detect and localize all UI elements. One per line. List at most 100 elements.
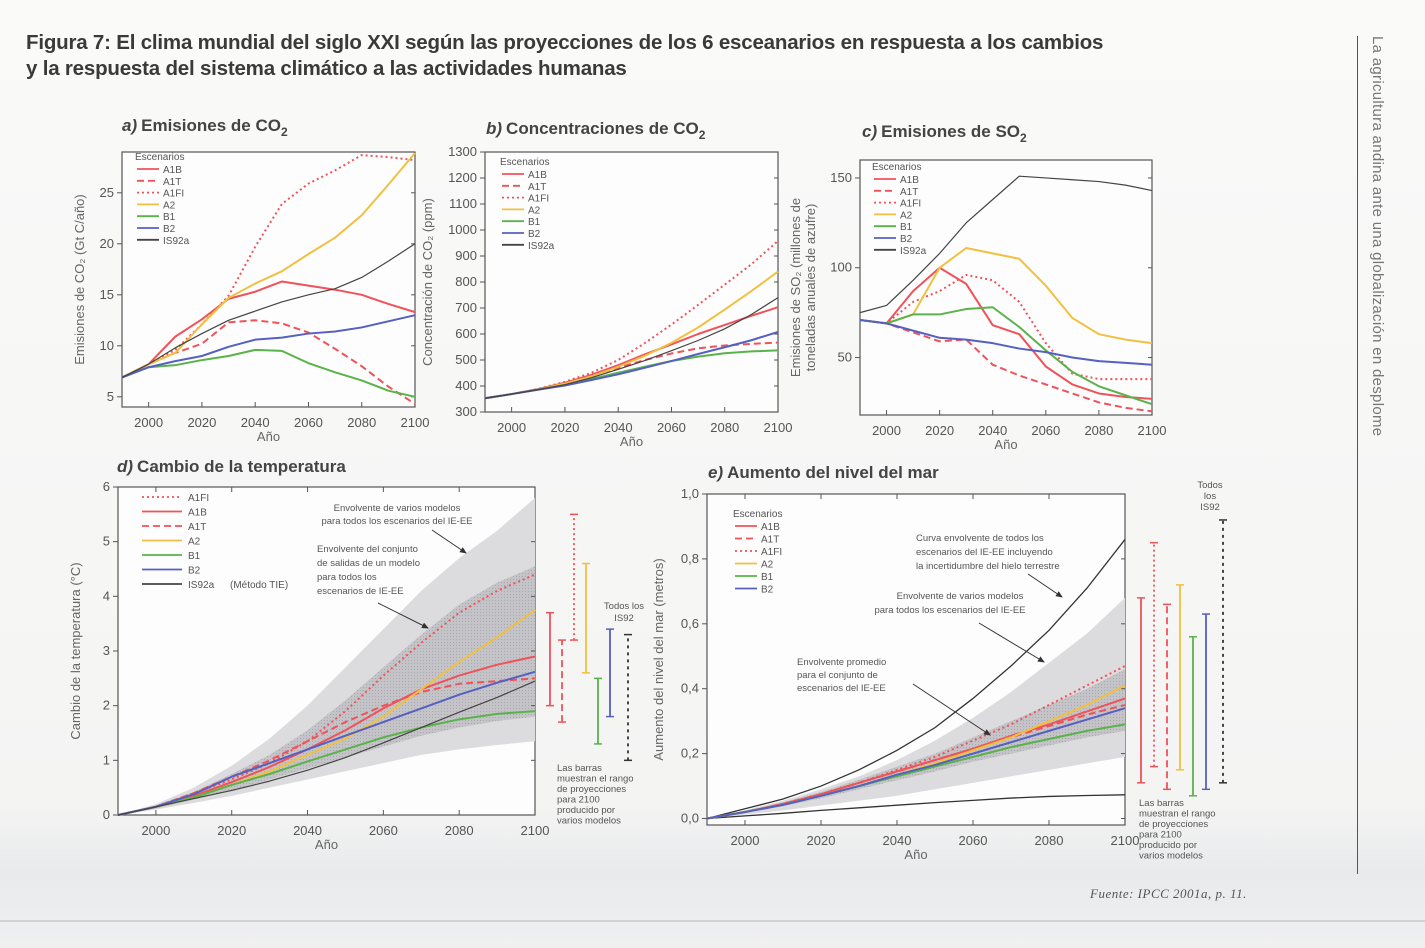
range-bar-A1FI — [570, 513, 578, 641]
x-tick-label: 2100 — [521, 823, 550, 838]
range-bar-IS92 — [1219, 519, 1227, 784]
chart-title-prefix: c) — [862, 122, 877, 141]
chart-d-annotations: Envolvente de varios modelos para todos l… — [317, 503, 644, 827]
range-bar-B2 — [606, 628, 614, 718]
x-axis-label: Año — [315, 837, 338, 852]
y-tick-label: 1 — [103, 752, 110, 767]
series-B2 — [121, 314, 416, 379]
annotation-multi-model-2: para todos los escenarios del IE-EE — [874, 605, 1025, 616]
legend-label-B2: B2 — [188, 566, 201, 577]
range-bar-A1T — [558, 639, 566, 723]
y-tick-label: 25 — [100, 185, 114, 200]
series-IS92a — [121, 243, 416, 378]
x-tick-label: 2060 — [294, 415, 323, 430]
y-tick-label: 100 — [830, 260, 852, 275]
y-tick-label: 2 — [103, 698, 110, 713]
y-tick-label: 800 — [455, 274, 477, 289]
series-IS92a — [117, 680, 536, 816]
x-tick-label: 2000 — [134, 415, 163, 430]
series-B1 — [859, 306, 1153, 406]
x-tick-label: 2080 — [445, 823, 474, 838]
y-tick-label: 0 — [103, 807, 110, 822]
chart-title-text: Emisiones de CO — [141, 116, 281, 135]
upper-envelope-curve — [706, 539, 1126, 820]
chart-title-prefix: d) — [117, 457, 133, 476]
series-line-IS92a — [484, 297, 779, 399]
series-B2 — [117, 670, 536, 816]
annotation-single-model-2: de salidas de un modelo — [317, 558, 420, 569]
range-bar-IS92 — [624, 633, 632, 762]
y-tick-label: 15 — [100, 287, 114, 302]
chart-title: a) Emisiones de CO2 — [122, 116, 288, 139]
series-B2 — [706, 707, 1126, 820]
legend-title: Escenarios — [500, 157, 549, 168]
series-B2 — [859, 319, 1153, 366]
legend-note: (Método TIE) — [230, 580, 288, 591]
x-tick-label: 2060 — [369, 823, 398, 838]
annotation-all-is92-1: Todos los — [604, 601, 644, 612]
annotation-multi-model-1: Envolvente de varios modelos — [334, 503, 461, 514]
y-tick-label: 1,0 — [681, 486, 699, 501]
legend-label-A1T: A1T — [188, 522, 206, 533]
legend-label-A1B: A1B — [188, 508, 207, 519]
chart-e: e) Aumento del nivel del mar 2000 2020 2040 2… — [651, 463, 1227, 862]
series-line-A1FI — [484, 240, 779, 400]
x-tick-label: 2060 — [959, 833, 988, 848]
chart-title-prefix: a) — [122, 116, 137, 135]
plot-area — [859, 159, 1153, 416]
x-tick-label: 2000 — [497, 420, 526, 435]
y-axis-label: Cambio de la temperatura (°C) — [68, 562, 83, 739]
series-A1B — [117, 655, 536, 816]
legend-label-A1FI: A1FI — [761, 547, 782, 558]
lower-envelope-curve — [706, 794, 1126, 820]
y-tick-label: 0,4 — [681, 681, 699, 696]
legend-label-A1FI: A1FI — [900, 199, 921, 210]
chart-title-prefix: e) — [708, 463, 723, 482]
y-tick-label: 3 — [103, 643, 110, 658]
chart-title: d) Cambio de la temperatura — [117, 457, 346, 476]
annotation-bars-note-6: varios modelos — [557, 816, 621, 827]
range-bar-B1 — [594, 677, 602, 745]
series-B1 — [117, 710, 536, 816]
legend-title: Escenarios — [872, 162, 921, 173]
legend-label-IS92a: IS92a — [900, 246, 927, 257]
range-bar-A1B — [1137, 597, 1145, 784]
x-axis-label: Año — [994, 437, 1017, 452]
chart-e-annotations: Curva envolvente de todos los escenarios … — [797, 480, 1223, 862]
chart-title-subscript: 2 — [1020, 131, 1027, 145]
annotation-bars-note-5: producido por — [557, 805, 615, 816]
x-tick-label: 2080 — [710, 420, 739, 435]
annotation-single-model-4: escenarios de IE-EE — [317, 586, 404, 597]
page-edge — [0, 920, 1425, 922]
legend-label-A1B: A1B — [163, 165, 182, 176]
envelope-multi-model — [118, 497, 535, 815]
legend-label-A1B: A1B — [761, 522, 780, 533]
range-bar-A1T — [1163, 603, 1171, 791]
figure-title-line-2: y la respuesta del sistema climático a l… — [26, 57, 627, 80]
annotation-all-is92-1: Todos — [1197, 480, 1223, 491]
annotation-bars-note-1: Las barras — [557, 763, 602, 774]
legend-label-A1T: A1T — [163, 177, 181, 188]
y-tick-label: 0,2 — [681, 746, 699, 761]
chart-title-subscript: 2 — [281, 125, 288, 139]
annotation-upper-curve-3: la incertidumbre del hielo terrestre — [916, 561, 1060, 572]
annotation-average-1: Envolvente promedio — [797, 657, 886, 668]
annotation-upper-curve-2: escenarios del IE-EE incluyendo — [916, 547, 1053, 558]
x-tick-label: 2020 — [807, 833, 836, 848]
x-tick-label: 2100 — [401, 415, 430, 430]
chart-title: c) Emisiones de SO2 — [862, 122, 1027, 145]
y-tick-label: 1100 — [449, 196, 477, 211]
figure-source: Fuente: IPCC 2001a, p. 11. — [1090, 886, 1247, 901]
series-line-IS92a — [859, 175, 1153, 314]
series-A1T — [859, 319, 1153, 413]
range-bar-B1 — [1189, 636, 1197, 797]
range-bar-A1B — [546, 611, 554, 707]
legend-label-A2: A2 — [528, 205, 541, 216]
y-axis-label: Concentración de CO₂ (ppm) — [420, 198, 435, 366]
legend-label-A1T: A1T — [900, 187, 918, 198]
series-line-A1FI — [121, 154, 416, 379]
x-tick-label: 2060 — [657, 420, 686, 435]
series-line-A1B — [859, 266, 1153, 400]
